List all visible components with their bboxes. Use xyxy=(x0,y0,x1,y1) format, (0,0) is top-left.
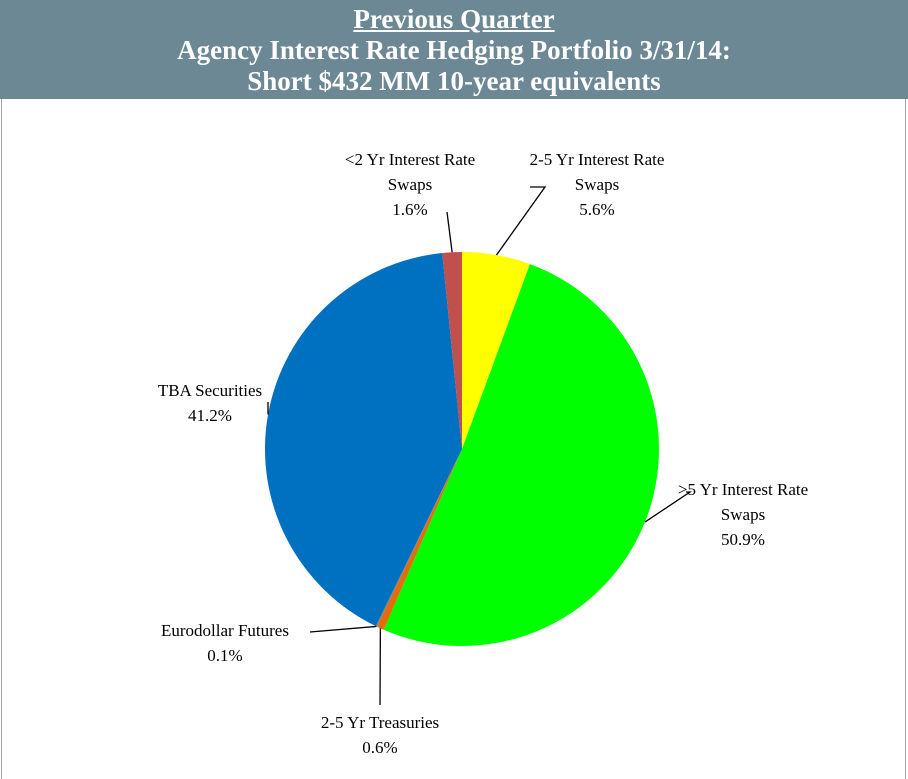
chart-title: Agency Interest Rate Hedging Portfolio 3… xyxy=(177,35,731,65)
pie-slice xyxy=(375,449,462,627)
pie-slice xyxy=(442,252,462,449)
slice-value: 0.1% xyxy=(207,646,243,665)
slice-value: 50.9% xyxy=(721,530,765,549)
slice-label: <2 Yr Interest Rate Swaps 1.6% xyxy=(335,147,485,222)
slice-name: 2-5 Yr Treasuries xyxy=(320,713,440,732)
pie-slice xyxy=(264,252,462,627)
slice-value: 5.6% xyxy=(579,200,615,219)
pie-slice xyxy=(462,252,530,449)
pie-slice xyxy=(377,449,462,630)
slice-label: >5 Yr Interest Rate Swaps 50.9% xyxy=(668,477,818,552)
slice-value: 1.6% xyxy=(392,200,428,219)
slice-value: 41.2% xyxy=(188,406,232,425)
slice-label: TBA Securities 41.2% xyxy=(140,378,280,428)
slice-name: 2-5 Yr Interest Rate Swaps xyxy=(529,150,665,194)
slice-name: <2 Yr Interest Rate Swaps xyxy=(344,150,476,194)
leader-line xyxy=(309,625,377,633)
slice-value: 0.6% xyxy=(362,738,398,757)
leader-line xyxy=(446,211,453,253)
chart-heading: Previous Quarter xyxy=(353,4,555,34)
slice-name: Eurodollar Futures xyxy=(161,621,289,640)
slice-name: >5 Yr Interest Rate Swaps xyxy=(677,480,809,524)
slice-name: TBA Securities xyxy=(157,381,263,400)
slice-label: Eurodollar Futures 0.1% xyxy=(130,618,320,668)
chart-subtitle: Short $432 MM 10-year equivalents xyxy=(247,66,661,96)
leader-line xyxy=(495,186,547,256)
slice-label: 2-5 Yr Treasuries 0.6% xyxy=(300,710,460,760)
header: Previous Quarter Agency Interest Rate He… xyxy=(0,0,908,99)
leader-line xyxy=(644,491,693,523)
pie-slice xyxy=(383,264,660,647)
slice-label: 2-5 Yr Interest Rate Swaps 5.6% xyxy=(522,147,672,222)
